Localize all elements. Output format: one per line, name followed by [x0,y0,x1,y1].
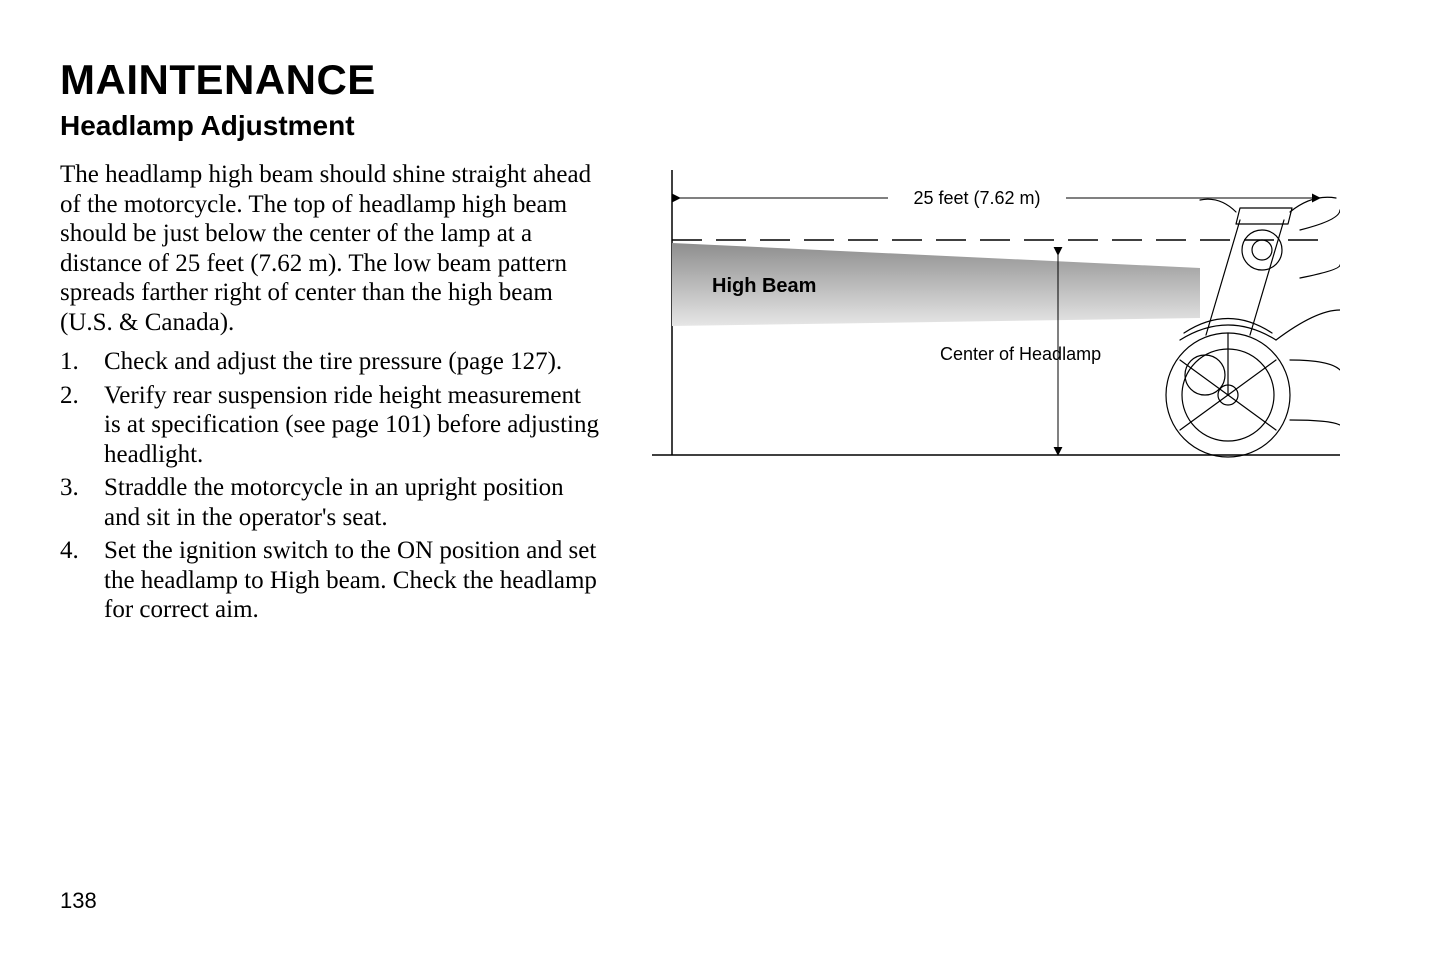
step-number: 4. [60,536,104,625]
distance-label: 25 feet (7.62 m) [913,188,1040,208]
text-column: The headlamp high beam should shine stra… [60,160,600,629]
center-label: Center of Headlamp [940,344,1101,364]
step-text: Verify rear suspension ride height measu… [104,381,600,470]
section-title: MAINTENANCE [60,56,1394,104]
step-text: Straddle the motorcycle in an upright po… [104,473,600,532]
section-subtitle: Headlamp Adjustment [60,110,1394,142]
step-list: 1. Check and adjust the tire pressure (p… [60,347,600,625]
page-number: 138 [60,888,97,914]
diagram-column: 25 feet (7.62 m) High Beam Center of Hea… [600,160,1394,629]
page: MAINTENANCE Headlamp Adjustment The head… [0,0,1454,954]
intro-paragraph: The headlamp high beam should shine stra… [60,160,600,337]
step-text: Check and adjust the tire pressure (page… [104,347,600,377]
motorcycle-lineart [1166,197,1340,457]
step-number: 3. [60,473,104,532]
list-item: 2. Verify rear suspension ride height me… [60,381,600,470]
headlamp-diagram: 25 feet (7.62 m) High Beam Center of Hea… [640,160,1340,465]
step-number: 1. [60,347,104,377]
beam-label: High Beam [712,275,816,297]
list-item: 4. Set the ignition switch to the ON pos… [60,536,600,625]
step-number: 2. [60,381,104,470]
content-columns: The headlamp high beam should shine stra… [60,160,1394,629]
list-item: 3. Straddle the motorcycle in an upright… [60,473,600,532]
step-text: Set the ignition switch to the ON positi… [104,536,600,625]
list-item: 1. Check and adjust the tire pressure (p… [60,347,600,377]
